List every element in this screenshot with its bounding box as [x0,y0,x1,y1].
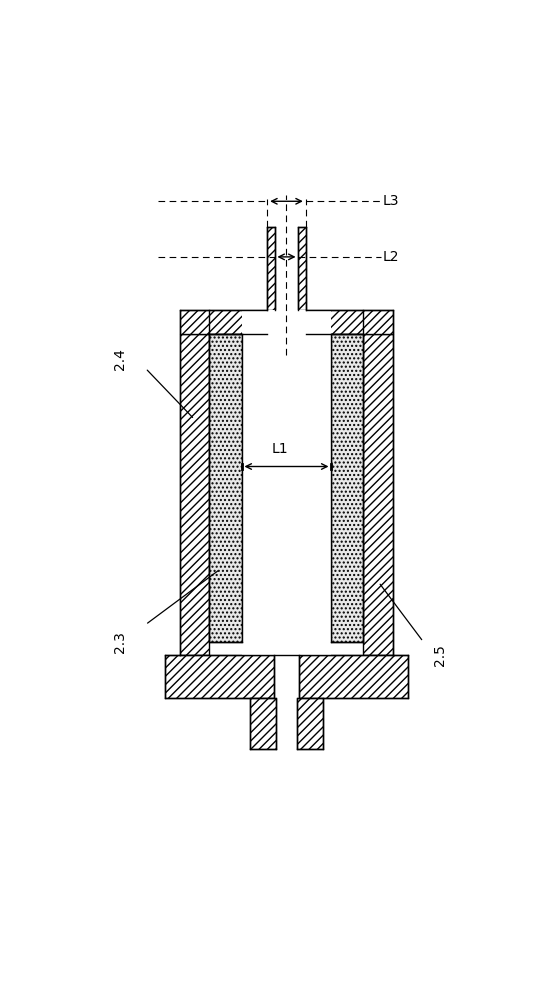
Bar [331,334,363,642]
Text: 2.5: 2.5 [433,644,448,666]
Bar [274,310,299,334]
Text: L1: L1 [272,442,288,456]
Bar [164,655,274,698]
Text: L2: L2 [383,250,399,264]
Text: 2.3: 2.3 [113,631,127,653]
Text: L3: L3 [383,194,399,208]
Bar [297,698,323,749]
Bar [241,310,331,655]
Bar [179,310,267,334]
Bar [267,227,274,310]
Bar [299,655,409,698]
Bar [250,698,276,749]
Bar [179,334,210,655]
Bar [363,334,394,655]
Bar [210,334,241,642]
Bar [306,310,394,334]
Bar [299,227,306,310]
Text: 2.4: 2.4 [113,349,127,370]
